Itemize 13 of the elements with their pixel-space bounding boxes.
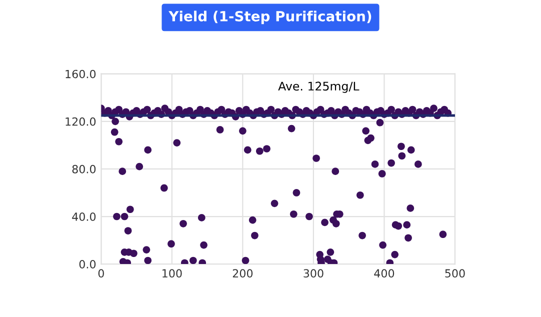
x-tick-label: 100	[162, 269, 182, 278]
y-tick-label: 80.0	[72, 164, 96, 174]
chart-title: Yield (1-Step Purification)	[168, 10, 372, 24]
y-tick-label: 120.0	[66, 117, 96, 126]
y-tick-label: 160.0	[66, 70, 96, 78]
x-tick-label: 0	[98, 269, 104, 278]
x-tick-label: 400	[374, 269, 394, 278]
y-tick-label: 0.0	[79, 260, 96, 268]
y-tick-label: 40.0	[72, 212, 96, 221]
x-tick-label: 300	[304, 269, 324, 278]
x-tick-label: 500	[445, 269, 465, 278]
x-tick-label: 200	[232, 269, 253, 278]
ref-line-label: Ave. 125mg/L	[278, 82, 360, 93]
